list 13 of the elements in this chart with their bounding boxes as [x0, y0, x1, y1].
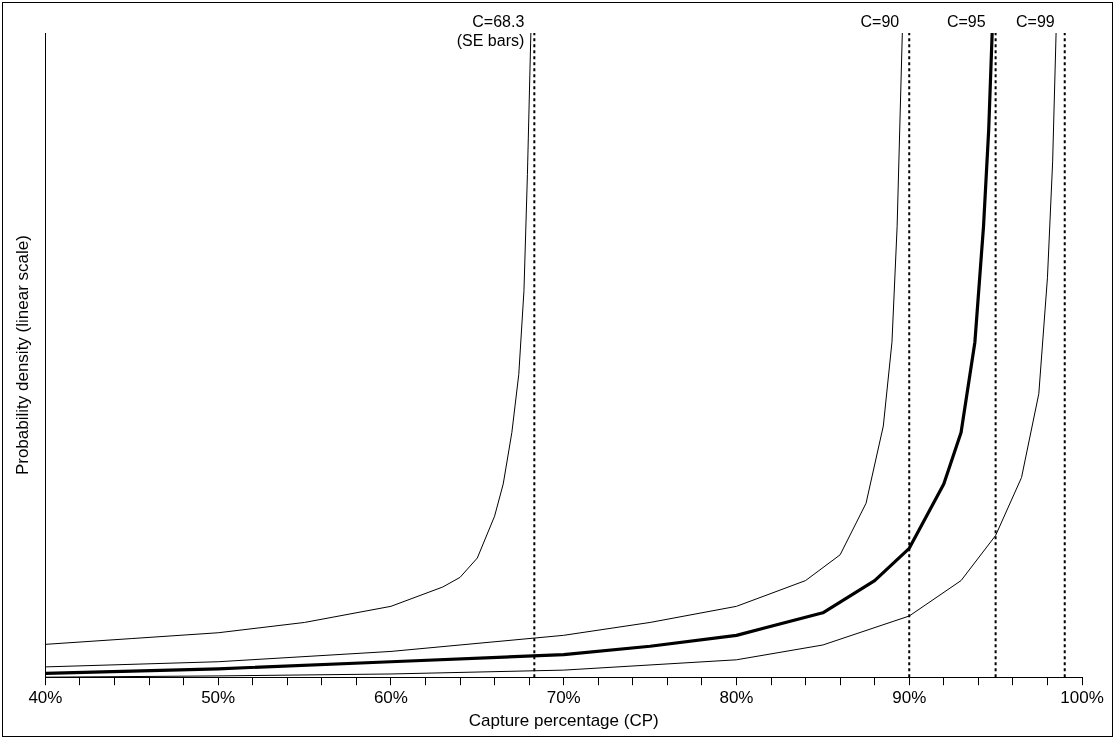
x-tick-label: 80% [719, 688, 754, 708]
x-tick-label: 100% [1060, 688, 1104, 708]
x-tick-label: 70% [546, 688, 581, 708]
ref-line-label: C=90 [860, 13, 900, 31]
x-tick-label: 90% [892, 688, 927, 708]
x-tick-label: 50% [201, 688, 236, 708]
x-tick-label: 60% [373, 688, 408, 708]
ref-line-label: C=68.3 (SE bars) [456, 13, 525, 50]
x-tick-label: 40% [28, 688, 63, 708]
ref-line-label: C=99 [1016, 13, 1055, 31]
x-axis-title: Capture percentage (CP) [468, 711, 659, 731]
y-axis-title: Probability density (linear scale) [12, 235, 32, 476]
ref-line-label: C=95 [946, 13, 986, 31]
